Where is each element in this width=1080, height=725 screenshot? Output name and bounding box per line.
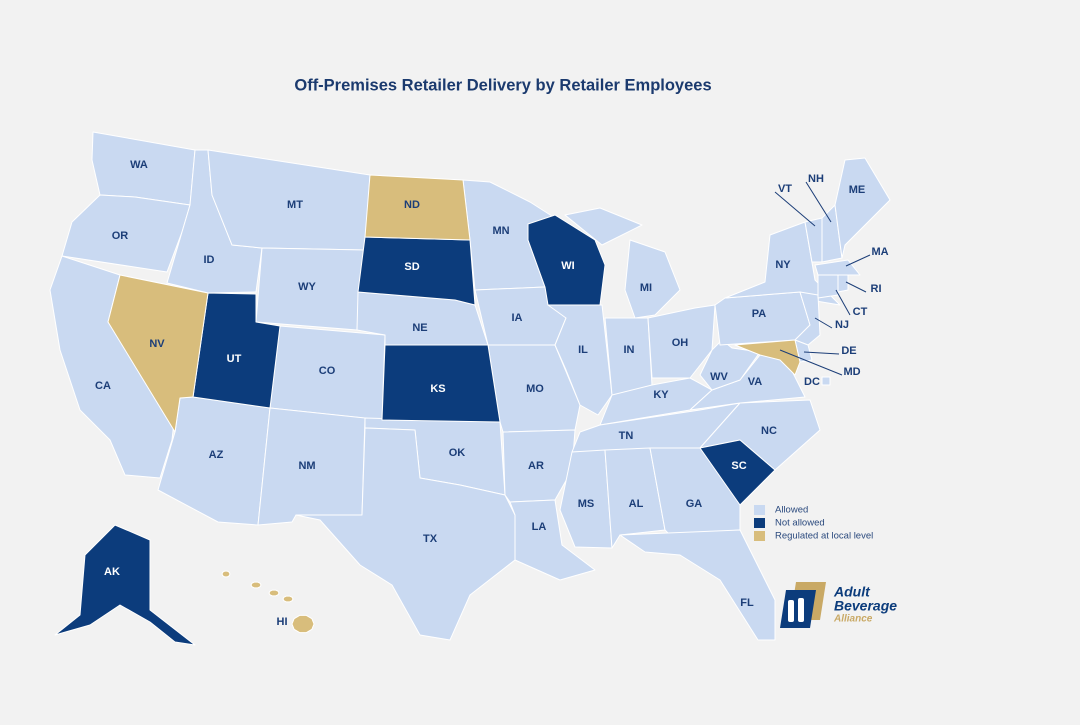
state-label: MI — [640, 282, 652, 294]
state-shape — [547, 304, 613, 416]
state-shape — [734, 339, 801, 376]
state-label: ME — [849, 184, 866, 196]
state-label: MA — [871, 246, 888, 258]
state-label: AR — [528, 460, 544, 472]
map-title: Off-Premises Retailer Delivery by Retail… — [294, 76, 711, 94]
legend-swatch — [754, 505, 765, 515]
state-label: MD — [843, 366, 860, 378]
state-label: IL — [578, 344, 588, 356]
state-label: UT — [227, 353, 242, 365]
state-label: VT — [778, 183, 792, 195]
state-label: KS — [430, 383, 445, 395]
logo-bottle — [788, 600, 794, 622]
state-label: IA — [512, 312, 523, 324]
legend-label: Regulated at local level — [775, 531, 873, 542]
state-label: RI — [871, 283, 882, 295]
state-shape — [821, 376, 831, 386]
legend-label: Allowed — [775, 505, 808, 516]
state-label: CA — [95, 380, 111, 392]
callout-line — [845, 281, 867, 293]
callout-line — [845, 254, 871, 267]
state-label: OK — [449, 447, 466, 459]
state-shape — [61, 194, 191, 273]
state-label: AL — [629, 498, 644, 510]
state-label: NM — [298, 460, 315, 472]
state-shape — [364, 174, 471, 241]
state-label: NH — [808, 173, 824, 185]
callout-line — [814, 317, 833, 329]
legend-label: Not allowed — [775, 518, 825, 529]
callout-line — [835, 289, 851, 316]
state-label: CT — [853, 306, 868, 318]
state-shape — [817, 274, 839, 299]
state-label: MO — [526, 383, 544, 395]
state-label: MS — [578, 498, 595, 510]
logo-tagline: Alliance — [833, 614, 873, 625]
state-label: PA — [752, 308, 767, 320]
state-label: MT — [287, 199, 303, 211]
state-shape — [559, 449, 613, 549]
state-label: AZ — [209, 449, 224, 461]
logo-bottle — [798, 598, 804, 622]
state-shape — [837, 274, 849, 293]
state-label: FL — [740, 597, 754, 609]
state-label: WI — [561, 260, 574, 272]
state-label: CO — [319, 365, 336, 377]
legend-swatch — [754, 518, 765, 528]
callout-line — [779, 349, 843, 376]
state-label: DC — [804, 376, 820, 388]
state-label: LA — [532, 521, 547, 533]
logo-name: Adult — [833, 584, 871, 600]
state-label: HI — [277, 616, 288, 628]
state-shape — [107, 274, 209, 433]
logo-name: Beverage — [834, 598, 897, 614]
state-label: OR — [112, 230, 129, 242]
state-shape — [295, 427, 516, 641]
state-shape — [814, 259, 861, 276]
state-shape — [604, 447, 666, 549]
state-shape — [54, 524, 196, 646]
legend-swatch — [754, 531, 765, 541]
legend: Allowed Not allowed Regulated at local lev… — [754, 505, 873, 542]
state-label: WY — [298, 281, 316, 293]
callout-line — [805, 181, 832, 223]
state-label: SD — [404, 261, 419, 273]
state-shape — [699, 339, 761, 391]
states — [49, 131, 891, 646]
state-shape — [381, 344, 501, 423]
state-label: WA — [130, 159, 148, 171]
labels: WA OR CA ID MT WY CO AZ NM NE OK TX MN IA MO AR LA IL MI IN… — [95, 159, 889, 628]
state-shape — [834, 157, 891, 259]
state-label: IN — [624, 344, 635, 356]
state-label: TN — [619, 430, 634, 442]
state-label: GA — [686, 498, 703, 510]
state-label: NC — [761, 425, 777, 437]
state-label: ND — [404, 199, 420, 211]
state-label: OH — [672, 337, 689, 349]
state-label: NE — [412, 322, 427, 334]
state-shape — [619, 529, 776, 641]
state-label: NJ — [835, 319, 849, 331]
state-shape — [699, 439, 776, 506]
state-shape — [527, 214, 606, 306]
state-shape — [564, 207, 681, 319]
state-label: TX — [423, 533, 438, 545]
callout-line — [774, 191, 816, 227]
state-label: KY — [653, 389, 669, 401]
state-label: SC — [731, 460, 746, 472]
state-label: NY — [775, 259, 791, 271]
state-shape — [509, 499, 596, 581]
state-label: ID — [204, 254, 215, 266]
state-label: WV — [710, 371, 728, 383]
state-label: VA — [748, 376, 763, 388]
state-shape — [221, 570, 315, 634]
state-label: NV — [149, 338, 165, 350]
logo: Adult Beverage Alliance — [780, 582, 897, 628]
callout-line — [803, 351, 840, 355]
state-label: AK — [104, 566, 120, 578]
state-label: MN — [492, 225, 509, 237]
state-label: DE — [841, 345, 856, 357]
